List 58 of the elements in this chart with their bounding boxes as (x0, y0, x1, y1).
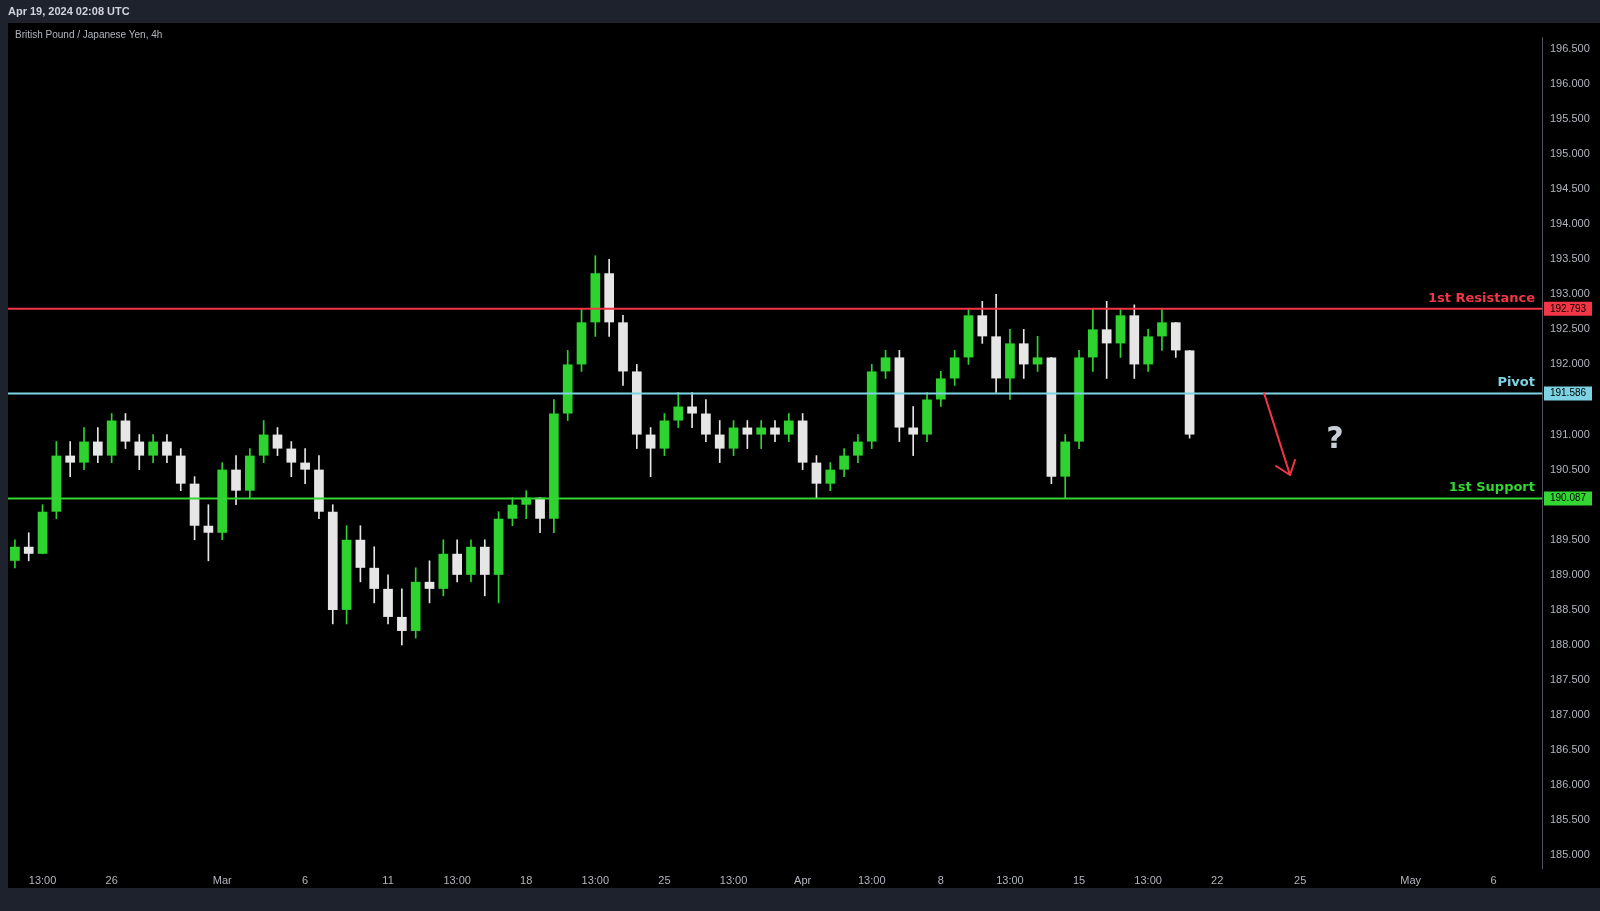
y-tick-label: 193.500 (1550, 252, 1590, 265)
y-tick-label: 185.500 (1550, 813, 1590, 826)
text: Apr 19, 2024 02:08 UTC (8, 5, 130, 17)
x-tick-label: Apr (794, 873, 812, 886)
x-tick-label: 13:00 (581, 873, 610, 886)
x-tick-label: 6 (302, 873, 309, 886)
x-tick-label: 13:00 (719, 873, 748, 886)
y-tick-label: 188.000 (1550, 638, 1590, 650)
x-tick-label: Mar (212, 873, 233, 886)
x-tick-label: 13:00 (28, 873, 57, 886)
x-tick-label: 13:00 (443, 873, 471, 886)
y-tick-label: 193.000 (1550, 287, 1590, 300)
y-tick-label: 195.000 (1550, 147, 1590, 160)
candlestick (908, 406, 919, 456)
candlestick (756, 420, 767, 449)
x-tick-label: 8 (937, 873, 944, 886)
x-tick-label: 13:00 (1134, 873, 1162, 886)
candlestick (1101, 300, 1112, 379)
chart-title: British Pound / Japanese Yen, 4h (15, 29, 163, 40)
text: 191.586 (1549, 387, 1587, 399)
x-tick-label: 13:00 (857, 873, 886, 886)
y-tick-label: 188.500 (1550, 602, 1590, 615)
y-tick-label: 194.500 (1550, 182, 1590, 195)
y-tick-label: 185.000 (1550, 848, 1590, 861)
x-tick-label: 25 (658, 873, 671, 886)
candlestick (23, 532, 34, 562)
y-tick-label: 187.000 (1550, 708, 1590, 721)
y-tick-label: 189.000 (1550, 567, 1590, 580)
x-tick-label: 13:00 (996, 873, 1024, 886)
x-tick-label: 26 (105, 873, 118, 886)
y-tick-label: 192.000 (1550, 357, 1590, 370)
y-tick-label: 190.500 (1550, 462, 1590, 475)
y-tick-label: 189.500 (1550, 532, 1590, 545)
annotation: ? (1326, 420, 1344, 456)
x-tick-label: May (1400, 873, 1422, 886)
candlestick (65, 441, 76, 477)
ref-line-label: Pivot (1497, 374, 1535, 390)
x-tick-label: 25 (1294, 873, 1307, 886)
text: 192.793 (1549, 302, 1587, 314)
text: 190.087 (1549, 492, 1587, 504)
x-tick-label: 22 (1211, 873, 1224, 886)
x-tick-label: 18 (520, 873, 533, 886)
y-tick-label: 194.000 (1550, 217, 1590, 230)
x-tick-label: 6 (1490, 873, 1497, 886)
x-tick-label: 15 (1072, 873, 1086, 886)
y-tick-label: 186.500 (1550, 743, 1590, 756)
candlestick (300, 448, 310, 484)
y-tick-label: 196.000 (1550, 76, 1590, 89)
candlestick (687, 392, 697, 428)
y-tick-label: 196.500 (1550, 41, 1590, 54)
y-tick-label: 192.500 (1550, 322, 1590, 335)
x-tick-label: 11 (382, 873, 394, 886)
y-tick-label: 191.000 (1550, 427, 1590, 440)
ref-line-label: 1st Support (1448, 479, 1535, 495)
y-tick-label: 187.500 (1550, 673, 1590, 686)
y-tick-label: 186.000 (1550, 778, 1590, 791)
y-tick-label: 195.500 (1550, 111, 1590, 124)
ref-line-label: 1st Resistance (1427, 289, 1536, 305)
